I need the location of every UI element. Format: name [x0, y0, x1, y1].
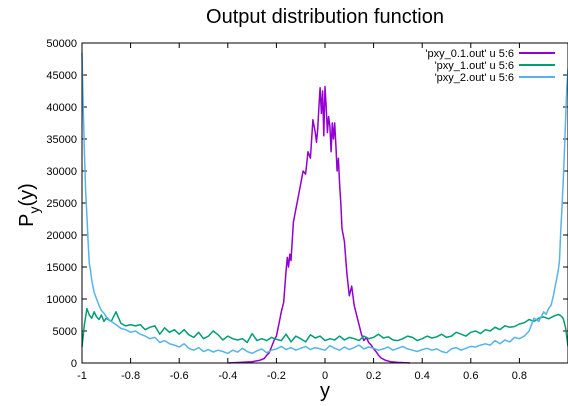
series-lines — [81, 52, 568, 364]
y-tick-label: 25000 — [46, 198, 77, 210]
x-tick-label: -0.2 — [267, 370, 286, 382]
x-tick-label: 0.2 — [366, 370, 381, 382]
legend: 'pxy_0.1.out' u 5:6'pxy_1.out' u 5:6'pxy… — [425, 48, 555, 84]
y-tick-label: 50000 — [46, 38, 77, 50]
y-axis-label-main: P — [16, 213, 38, 226]
legend-label: 'pxy_2.out' u 5:6 — [435, 72, 514, 84]
x-tick-label: -0.6 — [170, 370, 189, 382]
y-axis-ticks: 0 5000 10000 15000 20000 25000 30000 35000 40000… — [46, 38, 568, 370]
y-axis-label-tail: (y) — [16, 183, 38, 206]
x-tick-label: 0.4 — [415, 370, 430, 382]
y-tick-label: 5000 — [53, 326, 77, 338]
y-tick-label: 0 — [71, 358, 77, 370]
y-tick-label: 40000 — [46, 102, 77, 114]
series-line-1 — [81, 307, 568, 348]
x-tick-label: 0 — [322, 370, 328, 382]
y-tick-label: 10000 — [46, 294, 77, 306]
x-tick-label: -1 — [77, 370, 87, 382]
x-tick-label: -0.4 — [218, 370, 237, 382]
x-axis-label: y — [320, 380, 330, 402]
y-tick-label: 20000 — [46, 230, 77, 242]
y-tick-label: 35000 — [46, 134, 77, 146]
x-tick-label: -0.8 — [121, 370, 140, 382]
x-tick-label: 0.8 — [512, 370, 527, 382]
y-tick-label: 45000 — [46, 70, 77, 82]
x-tick-label: 0.6 — [463, 370, 478, 382]
y-axis-label-sub: y — [26, 206, 42, 213]
x-axis-ticks: -1 -0.8 -0.6 -0.4 -0.2 0 0.2 0.4 0.6 0.8 — [77, 43, 527, 382]
y-axis-label: Py(y) — [16, 183, 42, 227]
y-tick-label: 30000 — [46, 166, 77, 178]
legend-label: 'pxy_0.1.out' u 5:6 — [425, 48, 514, 60]
series-line-2 — [81, 52, 568, 355]
plot-frame — [81, 42, 568, 364]
y-tick-label: 15000 — [46, 262, 77, 274]
legend-label: 'pxy_1.out' u 5:6 — [435, 60, 514, 72]
chart-title: Output distribution function — [206, 6, 444, 28]
series-line-0 — [227, 85, 411, 364]
